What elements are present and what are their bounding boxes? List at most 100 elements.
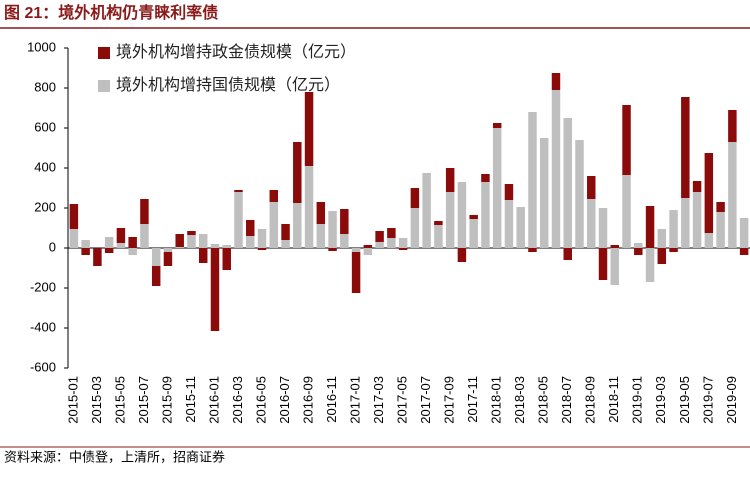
bar bbox=[269, 202, 279, 248]
bar bbox=[151, 266, 161, 286]
bar bbox=[375, 231, 384, 242]
bar bbox=[234, 190, 243, 192]
bar bbox=[398, 248, 408, 250]
x-tick-label: 2017-07 bbox=[418, 376, 433, 424]
x-tick-label: 2019-05 bbox=[677, 376, 692, 424]
bar bbox=[340, 234, 349, 248]
bar bbox=[387, 238, 396, 248]
bar bbox=[445, 168, 455, 192]
bar bbox=[363, 245, 373, 248]
bar bbox=[457, 248, 467, 262]
bar bbox=[563, 248, 572, 260]
bar bbox=[187, 235, 196, 248]
bar bbox=[304, 92, 314, 166]
bar bbox=[151, 248, 161, 266]
bar bbox=[657, 248, 667, 264]
bar bbox=[187, 231, 196, 235]
bar bbox=[257, 229, 267, 248]
y-tick-label: 0 bbox=[49, 239, 56, 254]
bar bbox=[492, 123, 502, 128]
x-tick-label: 2019-01 bbox=[630, 376, 645, 424]
bar bbox=[281, 224, 290, 240]
bar bbox=[622, 105, 631, 175]
bar bbox=[551, 90, 561, 248]
bar bbox=[645, 206, 655, 248]
bar bbox=[598, 248, 608, 280]
bar bbox=[81, 248, 90, 255]
bar bbox=[104, 248, 114, 253]
bar bbox=[692, 181, 702, 192]
bar bbox=[669, 210, 678, 248]
x-tick-label: 2018-07 bbox=[559, 376, 574, 424]
legend-swatch bbox=[98, 47, 110, 59]
bar bbox=[387, 228, 396, 238]
bar bbox=[128, 237, 137, 248]
bar bbox=[739, 248, 749, 255]
bar bbox=[234, 192, 243, 248]
x-tick-label: 2018-01 bbox=[489, 376, 504, 424]
x-tick-label: 2017-01 bbox=[348, 376, 363, 424]
bar bbox=[610, 245, 620, 248]
bar bbox=[528, 112, 537, 248]
bar bbox=[304, 166, 314, 248]
x-tick-label: 2018-05 bbox=[536, 376, 551, 424]
bar bbox=[528, 248, 537, 252]
bar bbox=[692, 192, 702, 248]
bar bbox=[246, 220, 255, 236]
bar bbox=[69, 229, 79, 248]
bar bbox=[728, 142, 737, 248]
bar bbox=[163, 248, 173, 252]
bar bbox=[469, 219, 478, 248]
x-tick-label: 2017-05 bbox=[395, 376, 410, 424]
bar bbox=[316, 202, 326, 224]
x-tick-label: 2015-03 bbox=[89, 376, 104, 424]
bar bbox=[246, 236, 255, 248]
bar bbox=[634, 243, 643, 248]
bar bbox=[351, 252, 361, 293]
x-tick-label: 2016-05 bbox=[253, 376, 268, 424]
bar bbox=[128, 248, 137, 255]
bar bbox=[69, 204, 79, 229]
bar bbox=[398, 238, 408, 248]
bar bbox=[175, 247, 184, 248]
bar bbox=[316, 224, 326, 248]
x-tick-label: 2016-07 bbox=[277, 376, 292, 424]
x-tick-label: 2017-09 bbox=[442, 376, 457, 424]
legend-label: 境外机构增持国债规模（亿元） bbox=[116, 75, 340, 94]
x-tick-label: 2018-03 bbox=[512, 376, 527, 424]
bar bbox=[457, 182, 467, 248]
bar bbox=[669, 248, 678, 252]
bar bbox=[704, 233, 714, 248]
bar bbox=[163, 252, 173, 266]
bar bbox=[198, 234, 208, 248]
bar bbox=[328, 248, 337, 251]
bar bbox=[634, 248, 643, 255]
y-tick-label: 600 bbox=[34, 119, 56, 134]
bar bbox=[445, 192, 455, 248]
x-tick-label: 2015-07 bbox=[136, 376, 151, 424]
bar bbox=[175, 234, 184, 247]
x-tick-label: 2018-09 bbox=[583, 376, 598, 424]
bar bbox=[222, 245, 231, 248]
bar bbox=[739, 218, 749, 248]
bar bbox=[351, 248, 361, 252]
bar bbox=[481, 174, 490, 182]
bar bbox=[116, 228, 126, 243]
x-tick-label: 2015-09 bbox=[159, 376, 174, 424]
y-tick-label: 800 bbox=[34, 79, 56, 94]
bar bbox=[681, 97, 690, 198]
bar bbox=[363, 248, 373, 255]
y-tick-label: 1000 bbox=[27, 39, 56, 54]
bar bbox=[210, 244, 220, 248]
bar bbox=[434, 221, 443, 225]
bar bbox=[434, 225, 443, 248]
x-tick-label: 2016-01 bbox=[206, 376, 221, 424]
bar bbox=[622, 175, 631, 248]
bar bbox=[610, 248, 620, 285]
bar bbox=[140, 199, 149, 224]
bar bbox=[587, 199, 596, 248]
bar bbox=[269, 190, 279, 202]
bar bbox=[375, 242, 384, 248]
y-tick-label: 400 bbox=[34, 159, 56, 174]
